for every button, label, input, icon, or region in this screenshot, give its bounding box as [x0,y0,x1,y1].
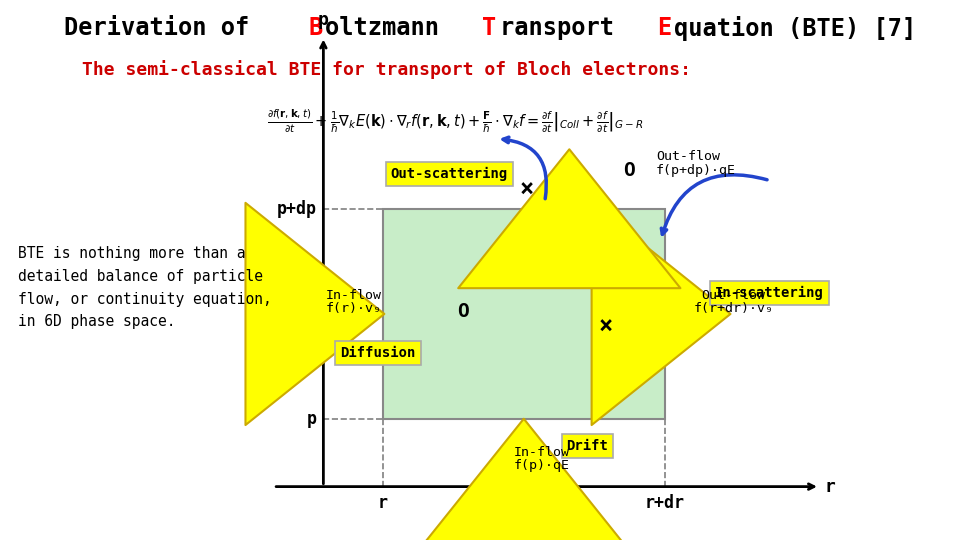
Text: Out-scattering: Out-scattering [391,167,508,181]
Text: Derivation of: Derivation of [63,16,263,40]
Text: $\frac{\partial f(\mathbf{r},\mathbf{k},t)}{\partial t}+\frac{1}{\hbar}\nabla_k : $\frac{\partial f(\mathbf{r},\mathbf{k},… [267,107,643,134]
Text: ×: × [519,178,534,201]
Text: p+dp: p+dp [277,200,317,218]
Text: ransport: ransport [500,16,628,40]
Text: quation (BTE) [7]: quation (BTE) [7] [675,16,917,40]
Text: f(r)·v₉: f(r)·v₉ [325,302,381,315]
Text: Drift: Drift [566,439,609,453]
Text: The semi-classical BTE for transport of Bloch electrons:: The semi-classical BTE for transport of … [82,60,691,79]
Text: BTE is nothing more than a
detailed balance of particle
flow, or continuity equa: BTE is nothing more than a detailed bala… [18,246,272,329]
Text: oltzmann: oltzmann [325,16,454,40]
Text: O: O [623,160,635,180]
Text: Diffusion: Diffusion [341,346,416,360]
Text: T: T [483,16,496,40]
Text: E: E [657,16,671,40]
Text: f(r+dr)·v₉: f(r+dr)·v₉ [693,302,774,315]
Text: B: B [308,16,323,40]
Text: O: O [457,302,468,321]
Text: Out-flow: Out-flow [656,151,720,164]
Text: f(p+dp)·qE: f(p+dp)·qE [656,164,736,177]
Text: r: r [377,495,388,512]
Text: In-flow: In-flow [325,289,381,302]
Text: r: r [825,477,835,496]
Text: In-flow: In-flow [514,446,570,459]
Text: Out-flow: Out-flow [702,289,765,302]
Text: ×: × [599,315,612,339]
Text: f(p)·qE: f(p)·qE [514,459,570,472]
Text: p: p [307,410,317,428]
Text: In-scattering: In-scattering [715,286,825,300]
FancyBboxPatch shape [383,210,665,418]
Text: p: p [318,11,329,29]
Text: r+dr: r+dr [645,495,685,512]
